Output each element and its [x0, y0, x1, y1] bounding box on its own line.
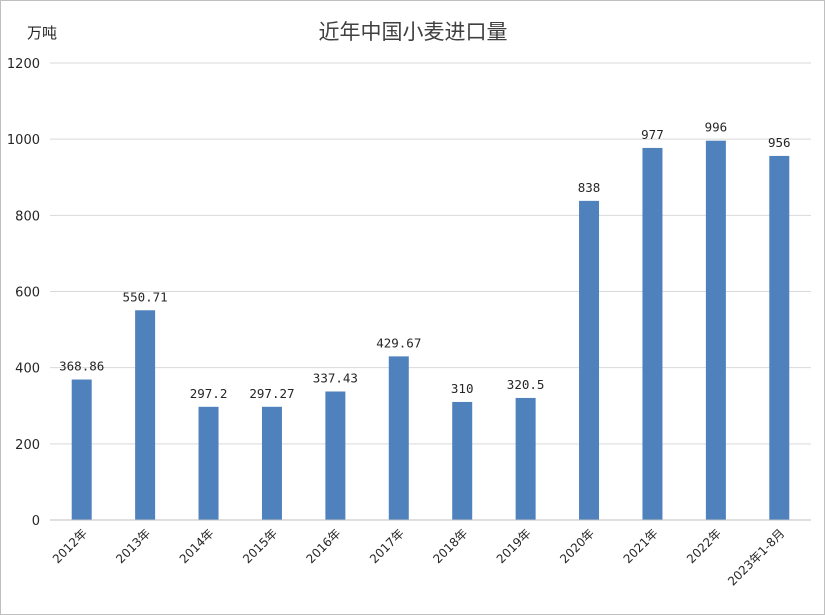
gridlines — [50, 62, 811, 445]
bar — [705, 140, 726, 520]
x-tick-label: 2023年1-8月 — [725, 526, 787, 588]
x-tick-label: 2015年 — [240, 526, 280, 566]
data-label: 956 — [768, 135, 791, 150]
x-axis-ticks: 2012年 2013年 2014年 2015年 2016年 2017年 2018年 2019年… — [50, 526, 788, 588]
bars — [71, 140, 790, 520]
bar — [515, 397, 536, 520]
y-tick-label: 1000 — [7, 133, 40, 148]
bar — [579, 200, 600, 520]
x-tick-label: 2013年 — [113, 526, 153, 566]
x-tick-label: 2022年 — [684, 526, 724, 566]
x-tick-label: 2019年 — [494, 526, 534, 566]
y-tick-label: 400 — [15, 362, 40, 377]
data-label: 310 — [451, 381, 474, 396]
y-tick-label: 1200 — [7, 57, 40, 72]
x-tick-label: 2021年 — [621, 526, 661, 566]
y-tick-label: 600 — [15, 286, 40, 301]
data-label: 996 — [705, 120, 728, 135]
bar — [198, 406, 219, 520]
x-tick-label: 2018年 — [430, 526, 470, 566]
bar — [452, 401, 473, 520]
x-tick-label: 2017年 — [367, 526, 407, 566]
bar — [769, 155, 790, 520]
bar — [642, 147, 663, 520]
data-label: 838 — [578, 180, 601, 195]
bar — [71, 379, 92, 520]
bar — [325, 391, 346, 520]
bar — [135, 310, 156, 520]
bar — [388, 356, 409, 520]
data-labels: 368.86 550.71 297.2 297.27 337.43 429.67 310 32… — [59, 120, 790, 401]
data-label: 297.27 — [249, 386, 294, 401]
y-tick-label: 200 — [15, 438, 40, 453]
y-axis-unit-label: 万吨 — [27, 24, 57, 42]
data-label: 320.5 — [507, 377, 545, 392]
data-label: 977 — [641, 127, 664, 142]
data-label: 368.86 — [59, 359, 104, 374]
x-tick-label: 2016年 — [304, 526, 344, 566]
x-tick-label: 2020年 — [557, 526, 597, 566]
y-tick-label: 0 — [32, 514, 40, 529]
data-label: 297.2 — [190, 386, 228, 401]
data-label: 429.67 — [376, 335, 421, 350]
x-tick-label: 2014年 — [177, 526, 217, 566]
data-label: 550.71 — [123, 289, 168, 304]
y-axis-ticks: 0 200 400 600 800 1000 1200 — [7, 57, 40, 529]
x-tick-label: 2012年 — [50, 526, 90, 566]
chart-title: 近年中国小麦进口量 — [319, 20, 508, 44]
bar — [261, 406, 282, 520]
y-tick-label: 800 — [15, 209, 40, 224]
data-label: 337.43 — [313, 370, 358, 385]
